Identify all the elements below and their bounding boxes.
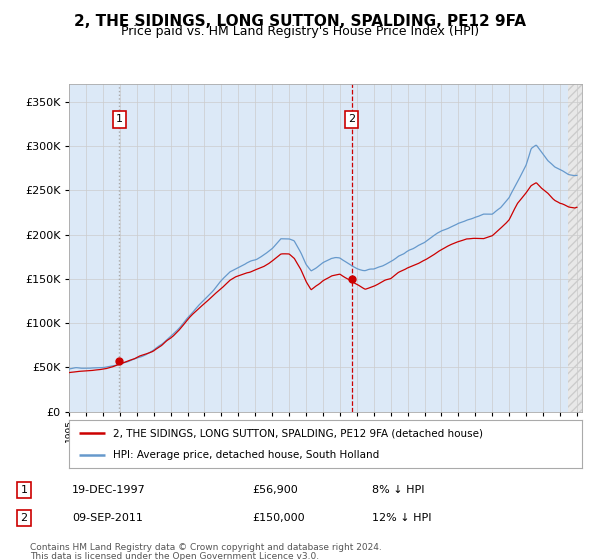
Text: HPI: Average price, detached house, South Holland: HPI: Average price, detached house, Sout…: [113, 450, 379, 460]
Text: 12% ↓ HPI: 12% ↓ HPI: [372, 513, 431, 523]
Text: £150,000: £150,000: [252, 513, 305, 523]
Text: Price paid vs. HM Land Registry's House Price Index (HPI): Price paid vs. HM Land Registry's House …: [121, 25, 479, 38]
Text: 2, THE SIDINGS, LONG SUTTON, SPALDING, PE12 9FA (detached house): 2, THE SIDINGS, LONG SUTTON, SPALDING, P…: [113, 428, 482, 438]
Text: 09-SEP-2011: 09-SEP-2011: [72, 513, 143, 523]
Text: 2: 2: [20, 513, 28, 523]
Bar: [568, 84, 586, 412]
Text: 1: 1: [20, 485, 28, 495]
Text: 19-DEC-1997: 19-DEC-1997: [72, 485, 146, 495]
Text: 1: 1: [116, 114, 123, 124]
Text: £56,900: £56,900: [252, 485, 298, 495]
Text: 2: 2: [348, 114, 355, 124]
Text: 2, THE SIDINGS, LONG SUTTON, SPALDING, PE12 9FA: 2, THE SIDINGS, LONG SUTTON, SPALDING, P…: [74, 14, 526, 29]
Text: This data is licensed under the Open Government Licence v3.0.: This data is licensed under the Open Gov…: [30, 552, 319, 560]
Text: Contains HM Land Registry data © Crown copyright and database right 2024.: Contains HM Land Registry data © Crown c…: [30, 543, 382, 552]
Text: 8% ↓ HPI: 8% ↓ HPI: [372, 485, 425, 495]
